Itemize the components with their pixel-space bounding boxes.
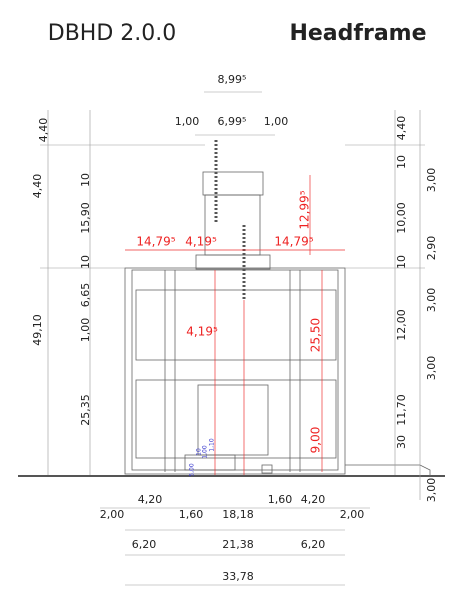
dimension-label: 2,00 <box>340 508 365 521</box>
red-dimension-label: 14,79⁵ <box>274 235 313 249</box>
dimension-label: 10 <box>79 255 92 269</box>
dimension-label: 1,00 <box>79 318 92 343</box>
dimension-label: 2,90 <box>425 236 438 261</box>
dimension-label: 1,00 <box>264 115 289 128</box>
red-dimension-label: 9,00 <box>309 427 323 454</box>
dimension-label: 49,10 <box>31 314 44 346</box>
dimension-label: 8,99⁵ <box>218 73 247 86</box>
blue-dimension-label: 10 <box>196 448 203 456</box>
dimension-label: 6,99⁵ <box>218 115 247 128</box>
dimension-label: 3,00 <box>425 168 438 193</box>
dimension-label: 4,40 <box>31 174 44 199</box>
dimension-label: 1,00 <box>175 115 200 128</box>
dimension-label: 6,20 <box>132 538 157 551</box>
dimension-label: 3,00 <box>425 288 438 313</box>
red-dimension-label: 25,50 <box>309 318 323 352</box>
red-dimension-label: 4,19⁵ <box>186 325 218 339</box>
dimension-label: 33,78 <box>222 570 254 583</box>
dimension-label: 10 <box>395 255 408 269</box>
red-dimension-lines <box>125 175 345 475</box>
dimension-label: 6,20 <box>301 538 326 551</box>
dimension-label: 4,40 <box>395 116 408 141</box>
dimension-label: 6,65 <box>79 283 92 308</box>
blue-dimension-label: 1,10 <box>209 438 216 452</box>
structure <box>18 140 445 477</box>
subtitle: Headframe <box>289 21 426 46</box>
dimension-label: 10 <box>79 173 92 187</box>
dimension-label: 2,00 <box>100 508 125 521</box>
dimension-label: 10 <box>395 155 408 169</box>
dimension-label: 4,40 <box>37 118 50 143</box>
dimension-label: 18,18 <box>222 508 254 521</box>
dimension-label: 11,70 <box>395 394 408 426</box>
red-dimension-label: 4,19⁵ <box>185 235 217 249</box>
dimension-label: 10,00 <box>395 202 408 234</box>
title: DBHD 2.0.0 <box>48 21 177 46</box>
dimension-label: 1,60 <box>179 508 204 521</box>
dimension-label: 30 <box>395 435 408 449</box>
dimension-label: 3,00 <box>425 356 438 381</box>
dimension-label: 4,20 <box>138 493 163 506</box>
dimension-label: 3,00 <box>425 478 438 503</box>
dimension-lines <box>40 91 425 586</box>
dimension-label: 12,00 <box>395 309 408 341</box>
blue-dimension-label: 1,00 <box>202 445 209 459</box>
blue-dimension-label: 5,00 <box>189 463 196 477</box>
red-dimension-label: 12,99⁵ <box>298 190 312 229</box>
red-dimension-label: 14,79⁵ <box>136 235 175 249</box>
dimension-label: 25,35 <box>79 394 92 426</box>
dimension-label: 4,20 <box>301 493 326 506</box>
dimension-label: 15,90 <box>79 202 92 234</box>
dimension-label: 1,60 <box>268 493 293 506</box>
dimension-label: 21,38 <box>222 538 254 551</box>
